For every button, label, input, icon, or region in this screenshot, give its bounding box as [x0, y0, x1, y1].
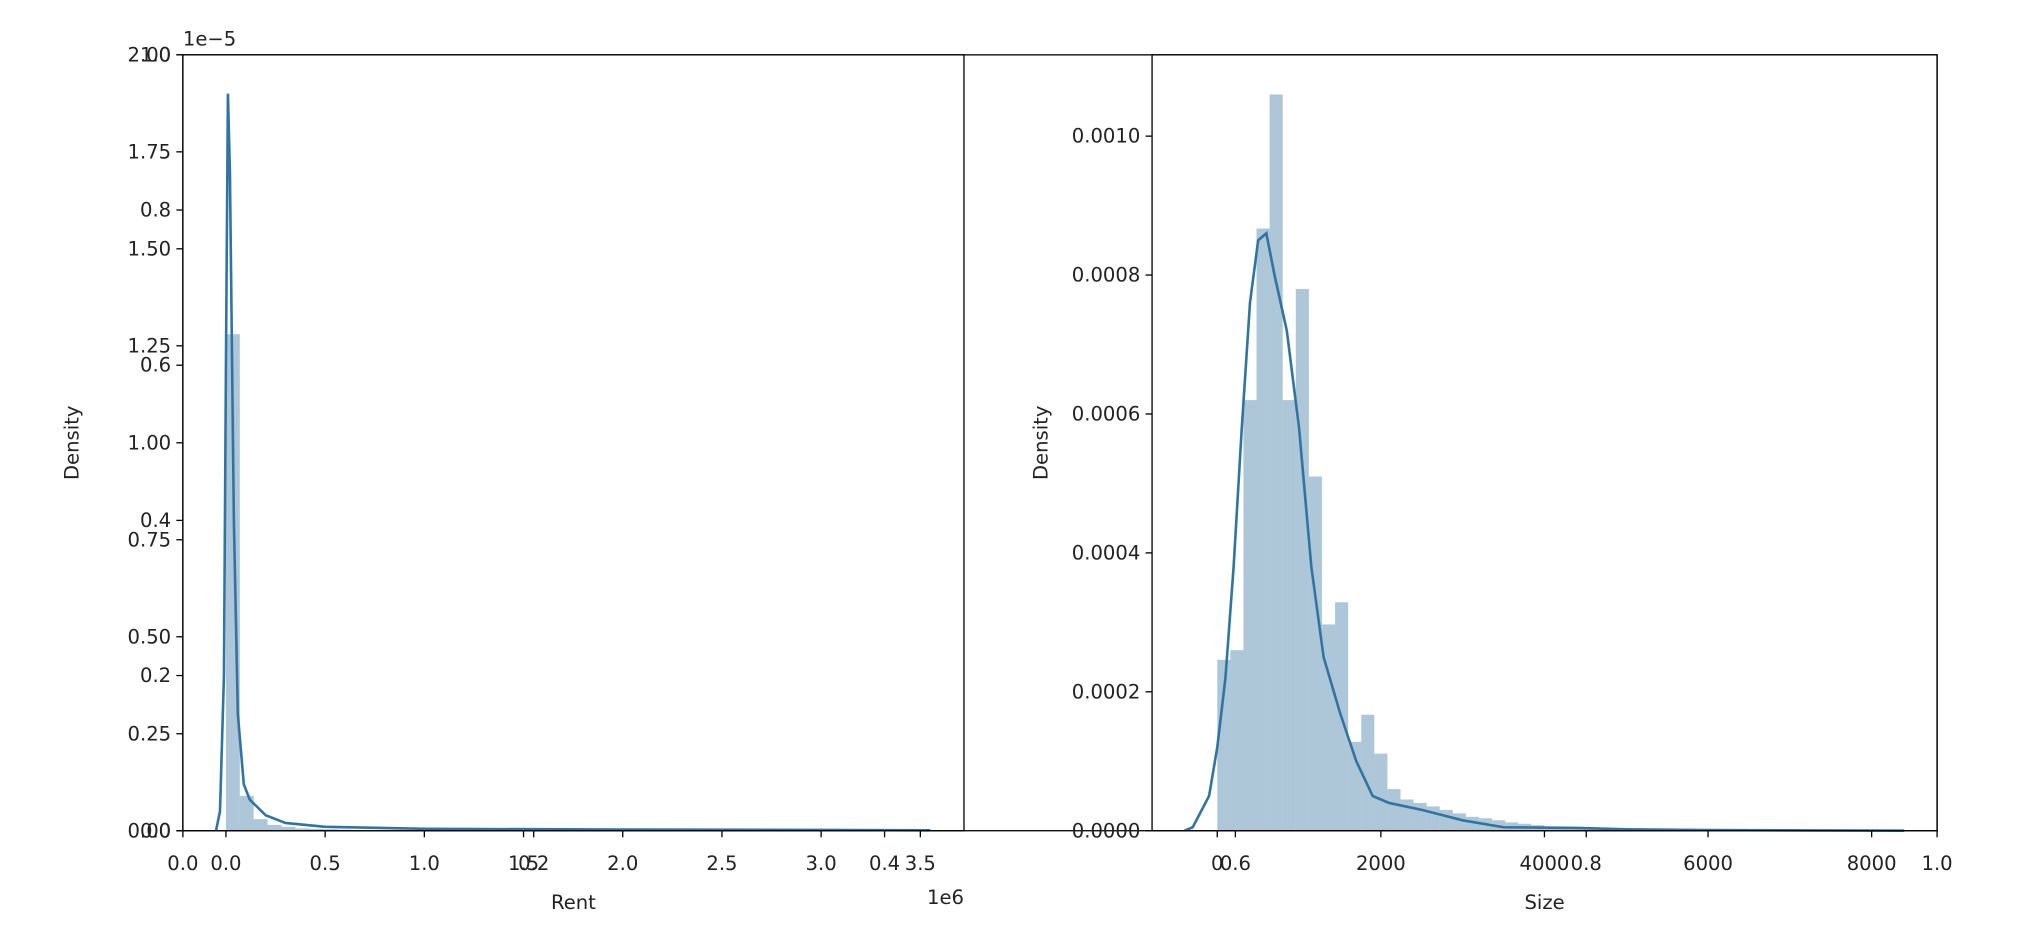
kde-line [214, 93, 931, 832]
y-tick-label: 0.2 [140, 664, 171, 687]
x-offset-text: 1e6 [927, 886, 964, 909]
y-tick-label: 0.0008 [1072, 264, 1141, 287]
x-tick-label: 0.8 [1571, 852, 1602, 875]
histogram-bar [1308, 476, 1322, 831]
y-tick-label: 0.50 [128, 625, 172, 648]
x-tick-label: 1.0 [409, 852, 440, 875]
x-tick-label: 6000 [1683, 852, 1733, 875]
y-tick-label: 0.0 [140, 819, 171, 842]
histogram-bar [1426, 806, 1440, 831]
x-axis-label: Size [1524, 891, 1564, 914]
histogram-bar [267, 824, 282, 831]
y-tick-label: 0.8 [140, 199, 171, 222]
x-tick-label: 2000 [1356, 852, 1406, 875]
x-tick-label: 0.0 [210, 852, 241, 875]
histogram-bar [1230, 650, 1244, 831]
histogram-bar [1321, 624, 1336, 831]
y-tick-label: 1.0 [140, 43, 171, 66]
x-tick-label: 1.0 [1922, 852, 1953, 875]
x-tick-label: 2.0 [607, 852, 638, 875]
y-tick-label: 0.00 [128, 819, 172, 842]
y-axis-label: Density [1030, 406, 1053, 480]
y-tick-label: 0.0002 [1072, 680, 1141, 703]
y-tick-label: 1.25 [128, 334, 172, 357]
x-tick-label: 0 [1211, 852, 1223, 875]
axes-frame [182, 54, 965, 832]
histogram-bar [239, 795, 254, 831]
y-tick-label: 1.50 [128, 237, 172, 260]
histogram-bar [1400, 799, 1414, 831]
histogram-bar [1439, 809, 1453, 831]
histogram-bar [1452, 813, 1466, 831]
x-tick-label: 1.5 [508, 852, 539, 875]
histogram-bar [1243, 400, 1257, 831]
x-tick-label: 4000 [1520, 852, 1570, 875]
histogram-bar [1217, 659, 1231, 831]
x-axis-label: Rent [551, 891, 596, 914]
x-tick-label: 0.2 [518, 852, 549, 875]
histogram-bar [1256, 228, 1270, 831]
kde-line [1184, 230, 1905, 833]
histogram-bar [253, 819, 268, 831]
histogram-bar [1282, 400, 1296, 831]
histogram-bar [309, 828, 324, 831]
y-offset-text: 1e−5 [183, 28, 236, 51]
histogram-bar [1387, 789, 1401, 831]
x-tick-label: 0.6 [1220, 852, 1251, 875]
y-tick-label: 0.0006 [1072, 402, 1141, 425]
y-tick-label: 0.75 [128, 528, 172, 551]
x-tick-label: 3.0 [806, 852, 837, 875]
y-tick-label: 2.00 [128, 43, 172, 66]
x-tick-label: 0.0 [167, 852, 198, 875]
y-tick-label: 0.4 [140, 509, 171, 532]
histogram-bar [1295, 288, 1309, 831]
y-tick-label: 0.0000 [1072, 819, 1141, 842]
histogram-bar [281, 826, 296, 831]
y-tick-label: 1.00 [128, 431, 172, 454]
y-tick-label: 0.0004 [1072, 541, 1141, 564]
x-tick-label: 8000 [1847, 852, 1897, 875]
histogram-bar [323, 829, 338, 831]
histogram-bar [1413, 802, 1427, 831]
y-tick-label: 1.75 [128, 140, 172, 163]
histogram-bar [1374, 753, 1388, 831]
x-tick-label: 3.5 [905, 852, 936, 875]
histogram-bar [225, 334, 240, 831]
y-tick-label: 0.25 [128, 722, 172, 745]
histogram-bar [1361, 714, 1375, 831]
y-tick-label: 0.0010 [1072, 125, 1141, 148]
y-axis-label: Density [60, 406, 83, 480]
x-tick-label: 2.5 [706, 852, 737, 875]
axes-frame [182, 54, 1938, 832]
histogram-bar [1269, 94, 1283, 831]
x-tick-label: 0.4 [869, 852, 900, 875]
y-tick-label: 0.6 [140, 354, 171, 377]
x-tick-label: 0.5 [310, 852, 341, 875]
histogram-bar [295, 828, 310, 831]
